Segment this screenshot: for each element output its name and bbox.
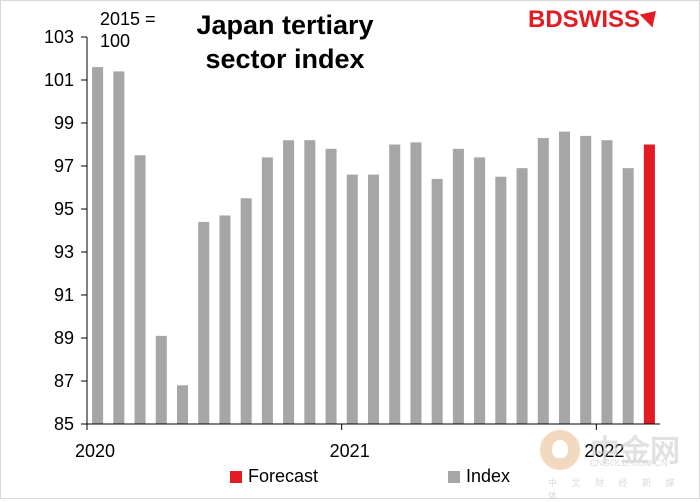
index-bar	[240, 198, 252, 424]
index-bar	[474, 157, 486, 424]
index-bar	[261, 157, 273, 424]
index-bar	[389, 144, 401, 424]
watermark-subtitle: 中 文 财 经 新 媒 体	[548, 478, 681, 501]
index-bar	[516, 168, 528, 424]
index-bar	[367, 174, 380, 424]
watermark: 中金网 CNGOLD.COM.CN 中 文 财 经 新 媒 体	[540, 424, 690, 501]
y-tick-label: 101	[44, 70, 74, 90]
index-bar	[304, 140, 316, 424]
y-tick-label: 85	[54, 414, 74, 434]
index-bar	[622, 168, 634, 424]
index-bar	[495, 176, 507, 424]
y-tick-label: 93	[54, 242, 74, 262]
watermark-url: CNGOLD.COM.CN	[590, 458, 668, 468]
unit-label: 2015 = 100	[100, 9, 156, 51]
forecast-bar	[643, 144, 655, 424]
index-bar	[325, 148, 337, 425]
index-bar	[283, 140, 295, 424]
y-tick-label: 99	[54, 113, 74, 133]
logo-bd: BD	[528, 6, 563, 33]
x-tick-label: 2022	[584, 441, 624, 461]
index-bar	[558, 131, 571, 424]
logo-swiss: SWISS	[562, 6, 641, 33]
y-tick-label: 91	[54, 285, 74, 305]
y-tick-label: 95	[54, 199, 74, 219]
legend-item-forecast: Forecast	[230, 466, 318, 487]
index-bar	[431, 178, 443, 424]
legend-label-index: Index	[466, 466, 511, 486]
index-bar	[452, 148, 464, 425]
logo-arrow-icon	[639, 4, 663, 28]
brand-logo: BD SWISS	[528, 4, 663, 34]
legend-item-index: Index	[448, 466, 510, 487]
index-bar	[601, 140, 613, 424]
watermark-flame-icon	[552, 440, 568, 458]
y-tick-label: 87	[54, 371, 74, 391]
legend-swatch-index	[448, 470, 460, 483]
index-bar	[176, 385, 189, 424]
legend-swatch-forecast	[230, 470, 242, 483]
y-tick-label: 103	[44, 27, 74, 47]
y-tick-label: 97	[54, 156, 74, 176]
y-tick-label: 89	[54, 328, 74, 348]
index-bar	[346, 174, 358, 424]
index-bar	[92, 67, 104, 424]
watermark-text: 中金网	[590, 434, 680, 469]
index-bar	[580, 135, 592, 424]
index-bar	[155, 335, 167, 424]
index-bar	[537, 138, 549, 425]
index-bar	[134, 155, 146, 424]
index-bar	[410, 142, 422, 424]
index-bar	[219, 215, 231, 424]
x-tick-label: 2020	[75, 441, 115, 461]
chart-title: Japan tertiary sector index	[196, 10, 374, 74]
x-tick-label: 2021	[330, 441, 370, 461]
legend-label-forecast: Forecast	[248, 466, 319, 486]
index-bar	[198, 221, 210, 424]
index-bar	[113, 71, 125, 425]
